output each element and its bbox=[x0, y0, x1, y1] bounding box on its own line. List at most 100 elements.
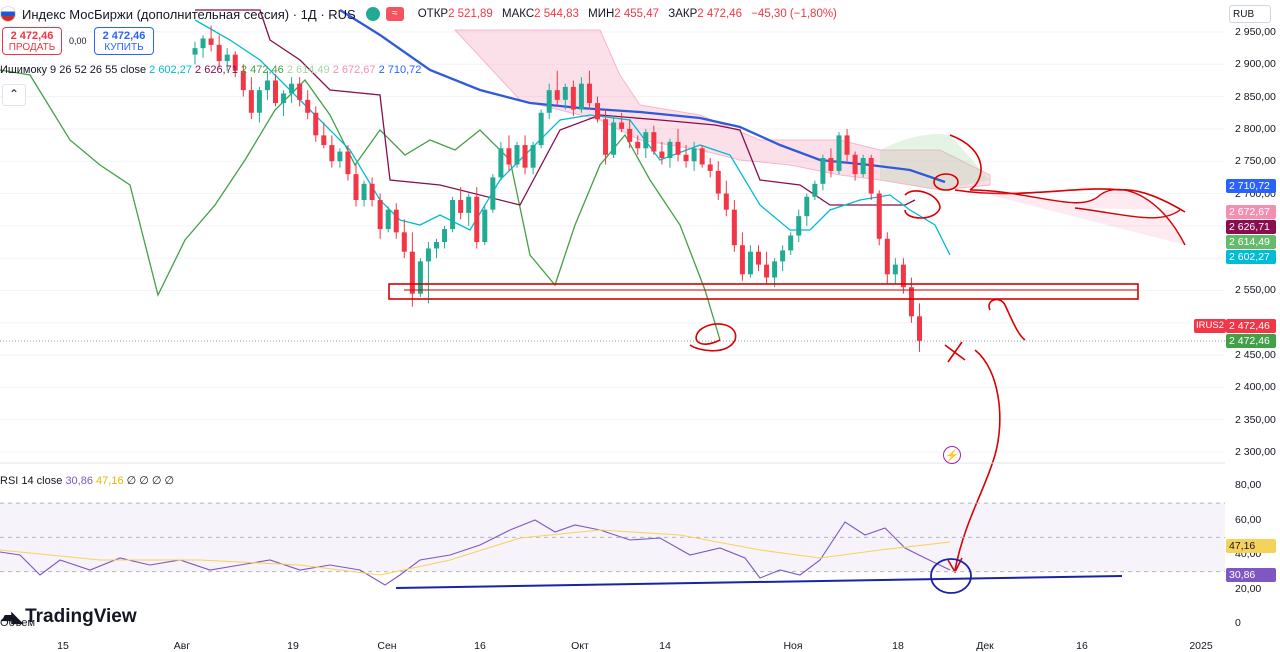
buy-button[interactable]: 2 472,46 КУПИТЬ bbox=[94, 27, 154, 55]
candle-body bbox=[466, 196, 472, 213]
candle-body bbox=[747, 251, 753, 275]
annotation-arrow bbox=[988, 298, 1026, 341]
candle-body bbox=[868, 158, 874, 194]
candle-body bbox=[289, 83, 295, 94]
session-icon[interactable]: ≈ bbox=[385, 7, 404, 21]
symbol-price-tag-label: IRUS2 bbox=[1194, 319, 1226, 333]
rsi-ma-line bbox=[0, 529, 951, 576]
candle-body bbox=[917, 316, 922, 341]
candle-body bbox=[836, 135, 842, 171]
candle-body bbox=[667, 141, 673, 158]
time-axis-label: 19 bbox=[287, 640, 299, 652]
change-value: −45,30 (−1,80%) bbox=[751, 8, 837, 20]
time-axis-label: Дек bbox=[976, 640, 994, 652]
chikou-price-tag: 2 614,49 bbox=[1226, 235, 1276, 249]
candle-body bbox=[208, 38, 214, 45]
candle-body bbox=[707, 164, 713, 171]
candle-body bbox=[401, 232, 407, 252]
candle-body bbox=[554, 90, 560, 100]
candle-body bbox=[369, 183, 375, 200]
candle-body bbox=[458, 200, 464, 213]
time-axis-label: Авг bbox=[173, 640, 191, 652]
candle-body bbox=[860, 158, 866, 175]
candle-body bbox=[603, 119, 609, 155]
ichimoku-legend[interactable]: Ишимоку 9 26 52 26 55 close 2 602,27 2 6… bbox=[0, 64, 422, 76]
annotation-forecast-band bbox=[969, 188, 1186, 246]
candle-body bbox=[804, 196, 810, 217]
candle-body bbox=[385, 209, 391, 230]
time-axis-label: 15 bbox=[57, 640, 69, 652]
ichimoku-cloud-green bbox=[880, 134, 990, 190]
event-lightning-icon[interactable]: ⚡ bbox=[943, 446, 961, 464]
candle-body bbox=[739, 245, 745, 275]
candle-body bbox=[522, 145, 528, 168]
time-axis-label: Сен bbox=[377, 640, 397, 652]
candle-body bbox=[256, 90, 262, 113]
candle-body bbox=[699, 148, 705, 165]
candle-body bbox=[611, 122, 617, 155]
rsi-axis-label: 0 bbox=[1235, 617, 1241, 629]
rsi-trend-line bbox=[395, 575, 1123, 589]
price-axis-label: 2 350,00 bbox=[1235, 413, 1276, 426]
rsi-axis-label: 60,00 bbox=[1235, 513, 1262, 526]
kijun-price-tag: 2 626,71 bbox=[1226, 220, 1276, 234]
candle-body bbox=[530, 145, 536, 168]
candle-body bbox=[683, 154, 689, 162]
kijun-line bbox=[195, 9, 916, 206]
candle-body bbox=[490, 177, 496, 210]
market-status-icon[interactable] bbox=[365, 7, 380, 21]
candle-body bbox=[329, 145, 335, 162]
time-axis-label: 16 bbox=[1076, 640, 1088, 652]
candle-body bbox=[651, 132, 657, 152]
time-axis-label: Ноя bbox=[783, 640, 803, 652]
candle-body bbox=[232, 54, 238, 71]
candle-body bbox=[264, 80, 270, 91]
candle-body bbox=[788, 235, 794, 251]
sell-button[interactable]: 2 472,46 ПРОДАТЬ bbox=[2, 27, 62, 55]
candle-body bbox=[273, 80, 278, 104]
last-price-tag: 2 472,46 bbox=[1226, 319, 1276, 333]
price-axis-label: 2 300,00 bbox=[1235, 445, 1276, 458]
candle-body bbox=[353, 174, 359, 200]
ichimoku-cloud bbox=[453, 29, 991, 191]
candle-body bbox=[450, 200, 456, 230]
candle-body bbox=[820, 158, 826, 184]
candle-body bbox=[321, 135, 327, 146]
candle-body bbox=[876, 193, 882, 239]
candle-body bbox=[892, 264, 898, 275]
candle-body bbox=[345, 151, 351, 175]
candle-body bbox=[884, 238, 890, 275]
support-zone-box bbox=[388, 283, 1139, 300]
candle-body bbox=[425, 248, 431, 262]
candle-body bbox=[434, 242, 439, 249]
collapse-legend-button[interactable]: ⌃ bbox=[2, 84, 26, 106]
candle-body bbox=[562, 86, 568, 100]
annotation-forecast bbox=[949, 134, 1186, 213]
candle-body bbox=[780, 250, 786, 262]
candle-body bbox=[627, 128, 633, 142]
spread-value: 0,00 bbox=[69, 36, 87, 46]
candle-body bbox=[578, 83, 584, 110]
price-axis-label: 2 800,00 bbox=[1235, 122, 1276, 135]
price-axis-label: 2 450,00 bbox=[1235, 349, 1276, 361]
candle-body bbox=[377, 200, 383, 230]
candle-body bbox=[546, 90, 552, 113]
tradingview-logo[interactable]: ▰◣ TradingView bbox=[2, 606, 137, 627]
rsi-line bbox=[0, 519, 951, 586]
currency-selector[interactable]: RUB bbox=[1229, 5, 1271, 23]
symbol-title[interactable]: Индекс МосБиржи (дополнительная сессия) … bbox=[22, 6, 356, 22]
candle-body bbox=[482, 209, 488, 242]
rsi-legend[interactable]: RSI 14 close 30,86 47,16 ∅ ∅ ∅ ∅ bbox=[0, 475, 175, 487]
tenkan-price-tag: 2 602,27 bbox=[1226, 250, 1276, 264]
candle-body bbox=[192, 48, 198, 55]
annotation-arrow-down bbox=[954, 349, 1001, 571]
tradingview-logo-icon: ▰◣ bbox=[2, 609, 23, 626]
rsi-axis-label: 20,00 bbox=[1235, 582, 1262, 595]
senkou-b-price-tag: 2 710,72 bbox=[1226, 179, 1276, 193]
time-axis-label: 14 bbox=[659, 640, 671, 652]
volume-label: Объем bbox=[0, 617, 36, 629]
candle-body bbox=[595, 103, 600, 120]
price-axis-label: 2 400,00 bbox=[1235, 381, 1276, 394]
candle-body bbox=[796, 216, 802, 236]
